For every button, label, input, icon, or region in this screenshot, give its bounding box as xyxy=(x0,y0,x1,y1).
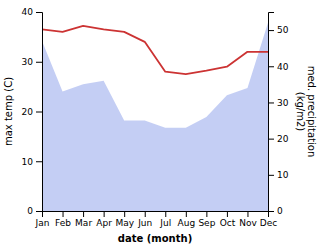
tick-mark xyxy=(36,112,42,113)
tick-label: Jul xyxy=(159,218,171,228)
tick: 10 xyxy=(268,170,289,180)
tick-mark xyxy=(36,12,42,13)
tick-label: 10 xyxy=(277,170,289,180)
tick-mark xyxy=(268,30,274,31)
tick: 30 xyxy=(22,57,42,67)
tick-label: 50 xyxy=(277,25,289,35)
tick-label: 20 xyxy=(277,134,289,144)
tick-label: Aug xyxy=(178,218,196,228)
tick-mark xyxy=(186,211,187,217)
tick: Mar xyxy=(75,211,92,228)
tick-mark xyxy=(206,211,207,217)
tick-mark xyxy=(145,211,146,217)
axis-line xyxy=(269,13,275,212)
tick-label: 20 xyxy=(22,107,34,117)
tick: 0 xyxy=(27,206,42,216)
axis-line xyxy=(43,212,269,218)
y-axis-title: max temp (C) xyxy=(3,77,14,146)
tick-label: Nov xyxy=(239,218,257,228)
tick-label: Mar xyxy=(75,218,92,228)
marks xyxy=(42,23,268,211)
tick-mark xyxy=(268,175,274,176)
tick-label: Jun xyxy=(137,218,152,228)
tick: Dec xyxy=(260,211,277,228)
tick: 20 xyxy=(268,134,289,144)
tick-label: Oct xyxy=(220,218,236,228)
tick-mark xyxy=(124,211,125,217)
tick-mark xyxy=(165,211,166,217)
tick-label: Dec xyxy=(260,218,277,228)
tick-label: 30 xyxy=(22,57,34,67)
tick: Jul xyxy=(159,211,171,228)
tick-label: 40 xyxy=(277,62,289,72)
tick: 10 xyxy=(22,157,42,167)
tick-mark xyxy=(268,102,274,103)
y2-axis-title: med. precipitation(kg/m2) xyxy=(295,66,318,158)
tick-label: Feb xyxy=(55,218,71,228)
tick: 30 xyxy=(268,98,289,108)
tick: Nov xyxy=(239,211,257,228)
tick: Oct xyxy=(220,211,236,228)
tick-label: 10 xyxy=(22,157,34,167)
tick-mark xyxy=(104,211,105,217)
title-line: (kg/m2) xyxy=(295,92,306,132)
tick-label: 0 xyxy=(277,206,283,216)
tick: 40 xyxy=(22,7,42,17)
tick: May xyxy=(115,211,134,228)
tick: Apr xyxy=(96,211,112,228)
tick: Feb xyxy=(55,211,71,228)
plot: JanFebMarAprMayJunJulAugSepOctNovDec0102… xyxy=(22,7,289,228)
tick-mark xyxy=(247,211,248,217)
tick-label: 40 xyxy=(22,7,34,17)
title-line: med. precipitation xyxy=(306,66,317,158)
tick: 20 xyxy=(22,107,42,117)
tick-mark xyxy=(227,211,228,217)
tick-label: Sep xyxy=(198,218,215,228)
tick: Aug xyxy=(178,211,196,228)
tick-mark xyxy=(83,211,84,217)
tick-mark xyxy=(268,139,274,140)
tick-label: 0 xyxy=(27,206,33,216)
tick: 40 xyxy=(268,62,289,72)
tick-mark xyxy=(268,211,274,212)
y-axis: 0 10 20 30 40 xyxy=(22,7,43,216)
chart: JanFebMarAprMayJunJulAugSepOctNovDec0102… xyxy=(0,0,318,247)
x-axis: Jan Feb Mar AprMayJun Jul AugSep OctNovDec xyxy=(35,211,278,228)
tick-mark xyxy=(36,62,42,63)
tick-label: 30 xyxy=(277,98,289,108)
tick-label: Jan xyxy=(35,218,50,228)
tick-mark xyxy=(36,211,42,212)
axis-line xyxy=(36,13,43,212)
tick-mark xyxy=(36,161,42,162)
tick-label: Apr xyxy=(96,218,112,228)
tick-mark xyxy=(268,66,274,67)
tick-mark xyxy=(63,211,64,217)
line xyxy=(42,26,268,74)
tick: Jan xyxy=(35,211,50,228)
tick: 50 xyxy=(268,25,289,35)
tick-label: May xyxy=(115,218,134,228)
tick: 0 xyxy=(268,206,283,216)
area xyxy=(42,23,268,211)
y2-axis: 0 10 20 30 40 50 xyxy=(268,13,289,217)
tick: Jun xyxy=(137,211,152,228)
x-axis-title: date (month) xyxy=(118,233,192,244)
tick: Sep xyxy=(198,211,215,228)
